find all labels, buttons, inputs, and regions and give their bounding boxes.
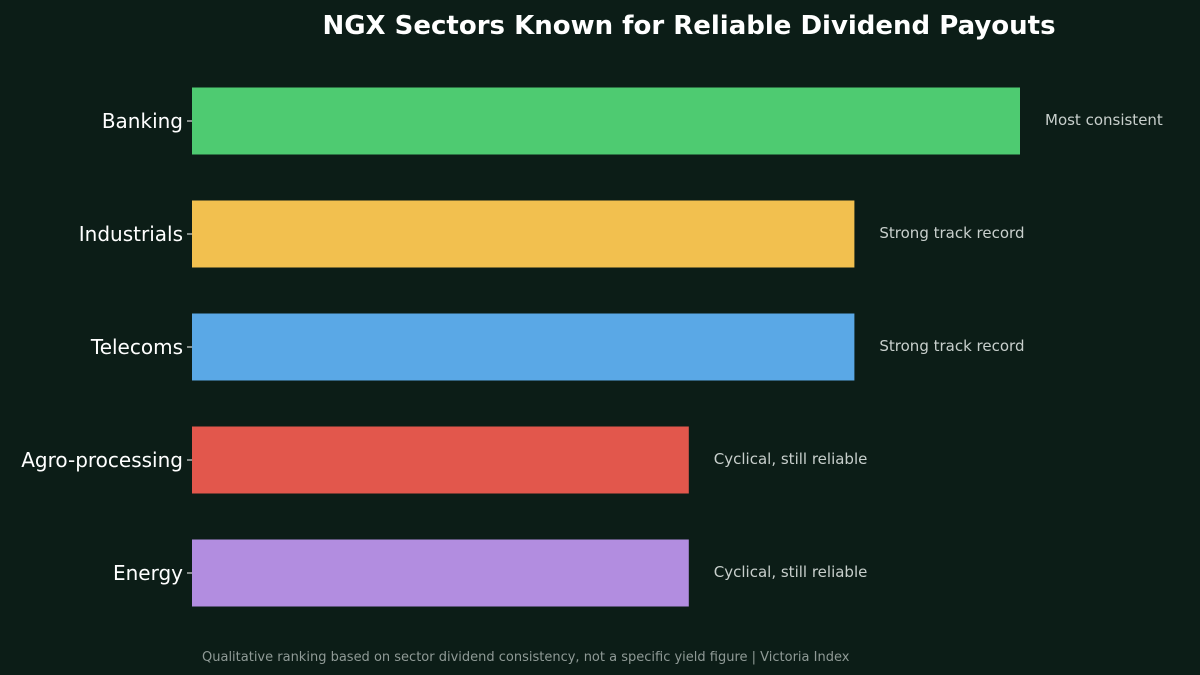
bar-banking [192,87,1020,155]
y-tick-label-banking: Banking [102,109,183,133]
chart-title: NGX Sectors Known for Reliable Dividend … [322,11,1055,41]
bar-agro-processing [192,426,689,494]
bar-annotation-agro-processing: Cyclical, still reliable [714,450,868,468]
bar-annotation-banking: Most consistent [1045,111,1163,129]
bar-annotation-telecoms: Strong track record [879,337,1024,355]
y-tick-label-energy: Energy [113,561,183,585]
bar-annotation-industrials: Strong track record [879,224,1024,242]
y-tick-label-industrials: Industrials [79,222,183,246]
bar-annotation-energy: Cyclical, still reliable [714,563,868,581]
bars-group: Banking Most consistent Industrials Strong … [21,87,1163,607]
bar-telecoms [192,313,855,381]
y-tick-label-telecoms: Telecoms [90,335,183,359]
y-tick-label-agro-processing: Agro-processing [21,448,183,472]
bar-industrials [192,200,855,268]
bar-energy [192,539,689,607]
footnote: Qualitative ranking based on sector divi… [202,650,850,665]
